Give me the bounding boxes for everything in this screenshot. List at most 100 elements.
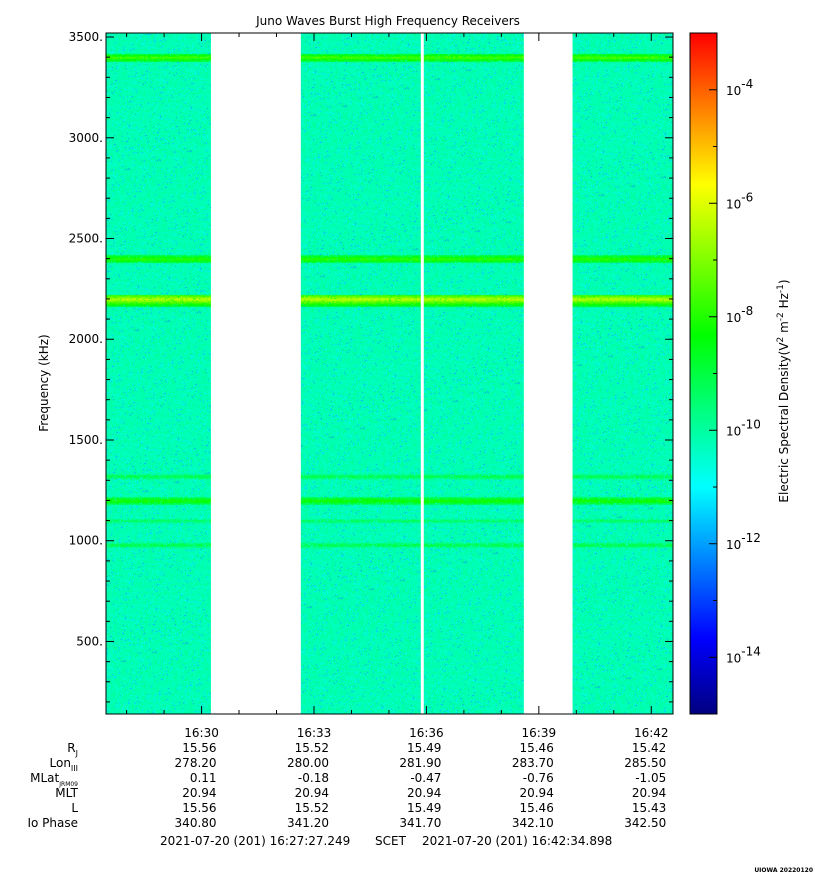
data-gap — [523, 33, 573, 714]
time-range-start: 2021-07-20 (201) 16:27:27.249 — [160, 834, 350, 848]
ephemeris-value: 15.46 — [519, 801, 553, 815]
ephemeris-value: 0.11 — [190, 771, 217, 785]
ephemeris-table: RJ 15.56 15.52 15.49 15.46 15.42 LonIII 278.20 2… — [27, 741, 666, 830]
x-tick-label: 16:30 — [184, 726, 219, 740]
ephemeris-value: 15.56 — [182, 741, 216, 755]
colorbar-units-mid: m — [777, 321, 791, 337]
x-tick-label: 16:36 — [409, 726, 444, 740]
ephemeris-label: MLatJRM09 — [30, 771, 78, 788]
ephemeris-value: -1.05 — [635, 771, 666, 785]
ephemeris-label-main: L — [71, 801, 78, 815]
colorbar-tick-exponent: -4 — [741, 77, 753, 91]
x-tick-label: 16:42 — [634, 726, 669, 740]
y-tick-label: 3500. — [69, 30, 103, 44]
ephemeris-value: 15.56 — [182, 801, 216, 815]
colorbar-tick-base: 10 — [726, 311, 741, 325]
colorbar-tick-base: 10 — [726, 424, 741, 438]
y-tick-label: 1500. — [69, 433, 103, 447]
data-gaps — [210, 33, 573, 714]
colorbar-tick-base: 10 — [726, 84, 741, 98]
ephemeris-value: 340.80 — [175, 816, 217, 830]
ephemeris-label-main: MLat — [30, 771, 59, 785]
data-gap — [420, 33, 424, 714]
spectrogram-image — [106, 33, 673, 714]
ephemeris-label-main: Lon — [50, 756, 71, 770]
ephemeris-label: LonIII — [50, 756, 79, 773]
colorbar-tick-exponent: -6 — [741, 190, 753, 204]
ephemeris-label: Io Phase — [27, 816, 78, 830]
colorbar-tick-label: 10-14 — [726, 644, 761, 665]
colorbar-tick-exponent: -10 — [741, 417, 761, 431]
ephemeris-value: -0.18 — [298, 771, 329, 785]
ephemeris-value: 280.00 — [287, 756, 329, 770]
ephemeris-value: 15.46 — [519, 741, 553, 755]
ephemeris-value: 278.20 — [175, 756, 217, 770]
colorbar-scale — [689, 32, 718, 715]
x-axis: 16:30 16:33 16:36 16:39 16:42 — [126, 33, 669, 740]
ephemeris-value: 15.42 — [632, 741, 666, 755]
ephemeris-value: 15.52 — [295, 801, 329, 815]
ephemeris-label: L — [71, 801, 78, 815]
y-tick-label: 2500. — [69, 232, 103, 246]
colorbar-label: Electric Spectral Density(V2 m-2 Hz-1) — [776, 279, 791, 502]
colorbar-tick-base: 10 — [726, 651, 741, 665]
ephemeris-value: 15.52 — [295, 741, 329, 755]
ephemeris-label-sub: III — [71, 764, 78, 773]
colorbar-units-sup3: -1 — [776, 284, 786, 293]
ephemeris-value: 15.49 — [407, 741, 441, 755]
x-tick-label: 16:39 — [522, 726, 557, 740]
spectrogram-raster — [106, 33, 673, 714]
ephemeris-value: -0.76 — [523, 771, 554, 785]
ephemeris-value: 20.94 — [182, 786, 216, 800]
colorbar-units-sup1: 2 — [776, 337, 786, 343]
colorbar-tick-exponent: -8 — [741, 304, 753, 318]
colorbar-units-mid2: Hz — [777, 293, 791, 312]
colorbar-label-text: Electric Spectral Density — [777, 355, 791, 502]
ephemeris-label-sub: J — [75, 749, 78, 758]
ephemeris-value: 283.70 — [512, 756, 554, 770]
credit-stamp: UIOWA 20220120 — [754, 867, 813, 874]
colorbar-tick-exponent: -14 — [741, 644, 761, 658]
ephemeris-value: 15.49 — [407, 801, 441, 815]
colorbar-tick-label: 10-6 — [726, 190, 753, 211]
y-tick-label: 1000. — [69, 534, 103, 548]
colorbar-units-base: (V — [777, 342, 791, 356]
ephemeris-value: 285.50 — [624, 756, 666, 770]
ephemeris-label-sub: JRM09 — [58, 781, 78, 788]
ephemeris-value: 20.94 — [519, 786, 553, 800]
colorbar-units-end: ) — [777, 279, 791, 284]
ephemeris-label-main: Io Phase — [27, 816, 78, 830]
ephemeris-value: 20.94 — [632, 786, 666, 800]
data-gap — [210, 33, 301, 714]
ephemeris-label-main: R — [67, 741, 75, 755]
ephemeris-value: -0.47 — [410, 771, 441, 785]
colorbar-tick-label: 10-12 — [726, 531, 761, 552]
colorbar-tick-base: 10 — [726, 538, 741, 552]
ephemeris-value: 342.10 — [512, 816, 554, 830]
colorbar-units-sup2: -2 — [776, 312, 786, 321]
time-range-scet: SCET — [375, 834, 407, 848]
chart-title: Juno Waves Burst High Frequency Receiver… — [255, 14, 520, 28]
colorbar-tick-exponent: -12 — [741, 531, 761, 545]
colorbar-tick-base: 10 — [726, 197, 741, 211]
ephemeris-value: 341.70 — [399, 816, 441, 830]
y-tick-label: 2000. — [69, 332, 103, 346]
ephemeris-value: 341.20 — [287, 816, 329, 830]
colorbar-tick-label: 10-8 — [726, 304, 753, 325]
time-range-end: 2021-07-20 (201) 16:42:34.898 — [422, 834, 612, 848]
colorbar-tick-label: 10-10 — [726, 417, 761, 438]
y-tick-label: 500. — [76, 634, 103, 648]
y-axis: 500. 1000. 1500. 2000. 2500. 3000. 3500. — [69, 30, 673, 703]
ephemeris-label: RJ — [67, 741, 78, 758]
y-axis-label: Frequency (kHz) — [37, 334, 51, 431]
ephemeris-value: 20.94 — [407, 786, 441, 800]
colorbar-tick-label: 10-4 — [726, 77, 753, 98]
ephemeris-value: 15.43 — [632, 801, 666, 815]
y-tick-label: 3000. — [69, 131, 103, 145]
ephemeris-label: MLT — [55, 786, 78, 800]
plot-frame — [105, 32, 674, 715]
ephemeris-value: 20.94 — [295, 786, 329, 800]
ephemeris-label-main: MLT — [55, 786, 78, 800]
